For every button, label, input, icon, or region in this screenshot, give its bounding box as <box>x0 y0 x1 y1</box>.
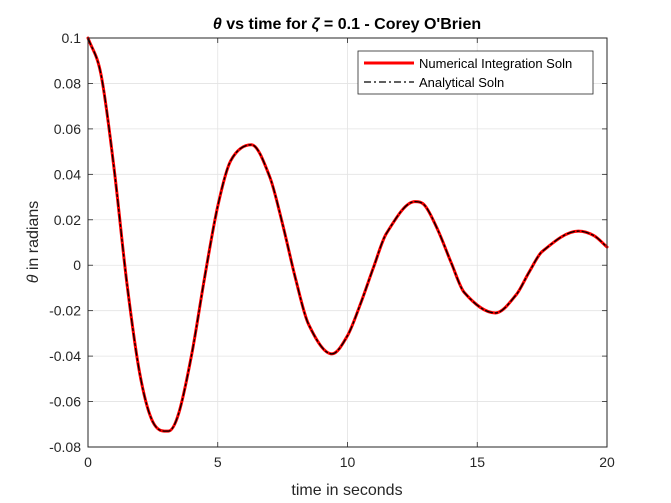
y-tick-label: 0.02 <box>54 212 81 228</box>
x-tick-label: 0 <box>84 454 92 470</box>
y-axis-label: θ in radians <box>25 201 42 284</box>
legend-box <box>357 50 594 95</box>
x-axis-label: time in seconds <box>291 482 402 499</box>
y-tick-label: 0.08 <box>54 75 81 91</box>
y-tick-label: 0 <box>73 257 81 273</box>
axis-ticks: 0 5 10 15 20 -0.08 -0.06 -0.04 -0.02 0 0.02 0.04 0.0… <box>49 30 615 470</box>
y-tick-label: 0.06 <box>54 121 81 137</box>
x-tick-label: 10 <box>340 454 356 470</box>
series-lines <box>86 36 609 433</box>
chart-title: θ vs time for ζ = 0.1 - Corey O'Brien <box>213 16 481 33</box>
y-tick-label: 0.1 <box>62 30 82 46</box>
y-tick-label: 0.04 <box>54 166 81 182</box>
y-tick-label: -0.08 <box>49 439 81 455</box>
x-tick-label: 20 <box>599 454 615 470</box>
series-line-analytical <box>87 37 608 432</box>
y-tick-label: -0.04 <box>49 348 81 364</box>
x-tick-label: 15 <box>469 454 485 470</box>
legend-label-analytical: Analytical Soln <box>419 75 504 90</box>
y-tick-label: -0.02 <box>49 303 81 319</box>
x-tick-label: 5 <box>214 454 222 470</box>
y-tick-label: -0.06 <box>49 394 81 410</box>
legend: Numerical Integration Soln Analytical So… <box>357 50 594 95</box>
legend-label-numerical: Numerical Integration Soln <box>419 56 572 71</box>
